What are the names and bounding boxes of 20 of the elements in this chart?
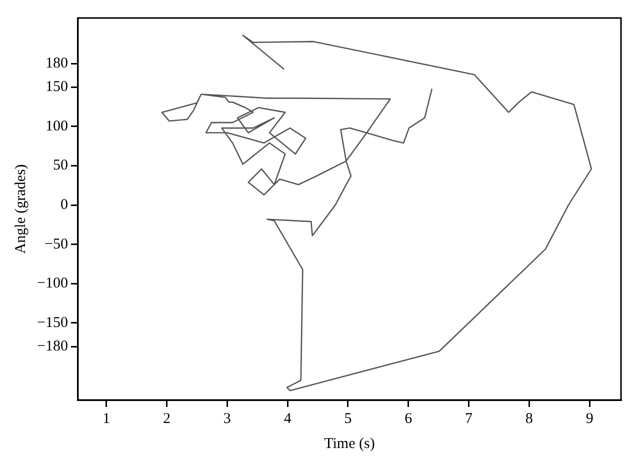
y-tick-label: 150 [45, 79, 68, 96]
x-tick-label: 9 [586, 410, 594, 427]
y-tick-label: −150 [36, 314, 68, 331]
y-axis-title: Angle (grades) [12, 164, 29, 254]
x-tick-label: 4 [284, 410, 292, 427]
x-tick-label: 1 [102, 410, 110, 427]
y-tick-label: −100 [36, 276, 68, 292]
x-tick-label: 6 [404, 410, 413, 427]
x-axis-title: Time (s) [324, 436, 375, 452]
x-tick-label: 3 [223, 410, 231, 427]
x-tick-label: 7 [465, 410, 474, 427]
y-tick-label: 50 [52, 158, 68, 174]
y-tick-label: −50 [44, 236, 68, 252]
x-tick-label: 2 [163, 410, 171, 427]
y-tick-label: 0 [60, 197, 68, 214]
y-tick-label: 180 [45, 56, 68, 72]
y-tick-label: 100 [45, 118, 68, 134]
y-tick-label: −180 [36, 338, 68, 354]
x-tick-label: 8 [525, 410, 533, 427]
x-tick-label: 5 [344, 410, 352, 427]
